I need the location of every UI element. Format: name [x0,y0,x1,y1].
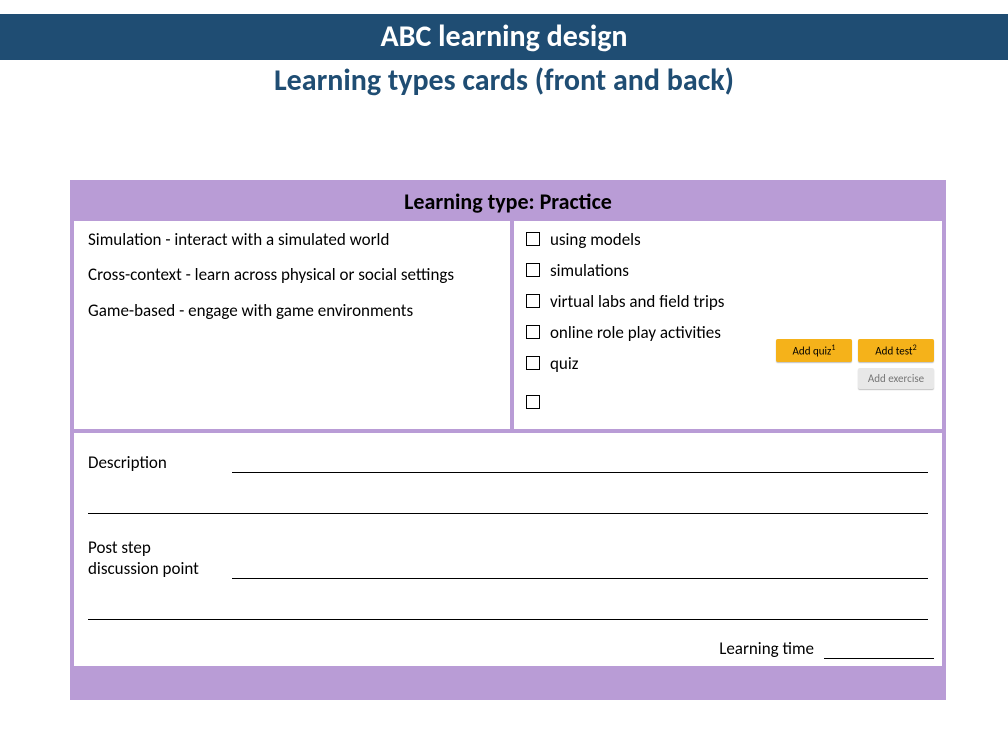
check-row-2: virtual labs and field trips [526,291,932,312]
learning-time-row: Learning time [719,638,934,659]
write-line[interactable] [88,601,928,620]
post-step-label-line1: Post step [88,537,151,558]
checkbox-icon[interactable] [526,232,540,246]
add-quiz-sup: 1 [831,343,835,353]
write-line[interactable] [88,495,928,514]
card-footer: Learning time [74,666,942,696]
checkbox-icon[interactable] [526,294,540,308]
learning-time-label: Learning time [719,638,814,659]
add-test-button[interactable]: Add test2 [858,339,934,362]
post-step-label: Post step discussion point [88,538,208,579]
subtitle: Learning types cards (front and back) [0,62,1008,99]
check-label: simulations [550,260,629,281]
button-stack: Add quiz1 Add test2 Add exercise [776,339,934,389]
add-test-label: Add test [875,345,912,358]
add-quiz-label: Add quiz [793,345,832,358]
check-row-5 [526,392,932,409]
card-left-descriptions: Simulation - interact with a simulated w… [74,221,514,429]
description-label: Description [88,453,208,473]
add-exercise-label: Add exercise [868,372,924,385]
banner-title: ABC learning design [380,18,627,55]
write-line[interactable] [232,560,928,579]
check-row-0: using models [526,229,932,250]
check-label: using models [550,229,641,250]
add-quiz-button[interactable]: Add quiz1 [776,339,852,362]
post-step-row: Post step discussion point [88,538,928,579]
post-step-label-line2: discussion point [88,558,199,579]
description-row: Description [88,453,928,473]
checkbox-icon[interactable] [526,356,540,370]
add-test-sup: 2 [913,343,917,353]
check-label: virtual labs and field trips [550,291,724,312]
learning-card: Learning type: Practice Simulation - int… [70,180,946,700]
card-bottom: Description Post step discussion point [74,433,942,666]
checkbox-icon[interactable] [526,395,540,409]
check-label: online role play activities [550,322,721,343]
write-line[interactable] [824,640,934,659]
card-checklist: using models simulations virtual labs an… [514,221,942,429]
banner: ABC learning design [0,14,1008,60]
checkbox-icon[interactable] [526,325,540,339]
left-desc-0: Simulation - interact with a simulated w… [88,229,496,250]
check-label: quiz [550,353,578,374]
left-desc-1: Cross-context - learn across physical or… [88,264,496,285]
add-exercise-button[interactable]: Add exercise [858,368,934,389]
write-line[interactable] [232,454,928,473]
card-header: Learning type: Practice [74,184,942,221]
check-row-1: simulations [526,260,932,281]
checkbox-icon[interactable] [526,263,540,277]
card-top: Simulation - interact with a simulated w… [74,221,942,433]
left-desc-2: Game-based - engage with game environmen… [88,300,496,321]
